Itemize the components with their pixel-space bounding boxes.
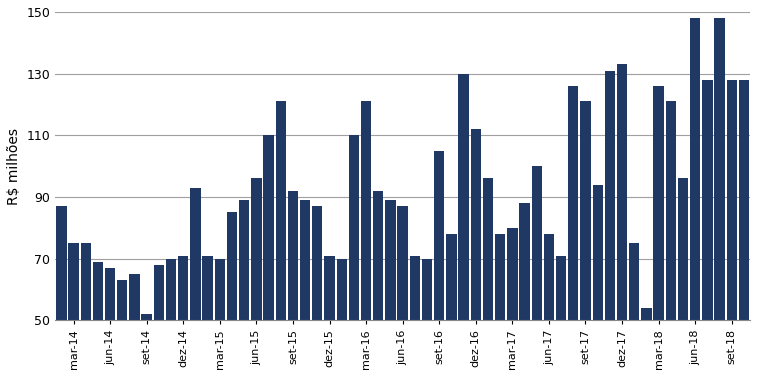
Bar (373, 191, 384, 376)
Bar (434, 151, 444, 376)
Bar (690, 18, 700, 376)
Bar (215, 259, 225, 376)
Bar (312, 206, 322, 376)
Bar (507, 228, 518, 376)
Bar (166, 259, 176, 376)
Bar (495, 234, 506, 376)
Bar (324, 256, 335, 376)
Bar (92, 262, 103, 376)
Bar (202, 256, 213, 376)
Bar (568, 86, 578, 376)
Bar (593, 185, 603, 376)
Bar (422, 259, 432, 376)
Bar (349, 135, 359, 376)
Bar (300, 200, 310, 376)
Bar (397, 206, 408, 376)
Bar (385, 200, 396, 376)
Bar (178, 256, 188, 376)
Bar (239, 200, 249, 376)
Bar (276, 102, 286, 376)
Bar (129, 274, 139, 376)
Bar (544, 234, 554, 376)
Y-axis label: R$ milhões: R$ milhões (7, 127, 21, 205)
Bar (727, 80, 737, 376)
Bar (531, 166, 542, 376)
Bar (471, 129, 481, 376)
Bar (190, 188, 201, 376)
Bar (556, 256, 566, 376)
Bar (665, 102, 676, 376)
Bar (410, 256, 420, 376)
Bar (56, 206, 67, 376)
Bar (641, 308, 652, 376)
Bar (288, 191, 298, 376)
Bar (117, 280, 127, 376)
Bar (68, 243, 79, 376)
Bar (227, 212, 237, 376)
Bar (337, 259, 347, 376)
Bar (263, 135, 274, 376)
Bar (678, 179, 688, 376)
Bar (617, 64, 628, 376)
Bar (80, 243, 91, 376)
Bar (519, 203, 530, 376)
Bar (251, 179, 262, 376)
Bar (446, 234, 456, 376)
Bar (653, 86, 664, 376)
Bar (702, 80, 712, 376)
Bar (581, 102, 590, 376)
Bar (605, 71, 615, 376)
Bar (459, 74, 469, 376)
Bar (142, 314, 152, 376)
Bar (154, 265, 164, 376)
Bar (483, 179, 493, 376)
Bar (361, 102, 371, 376)
Bar (629, 243, 640, 376)
Bar (715, 18, 724, 376)
Bar (105, 268, 115, 376)
Bar (739, 80, 749, 376)
